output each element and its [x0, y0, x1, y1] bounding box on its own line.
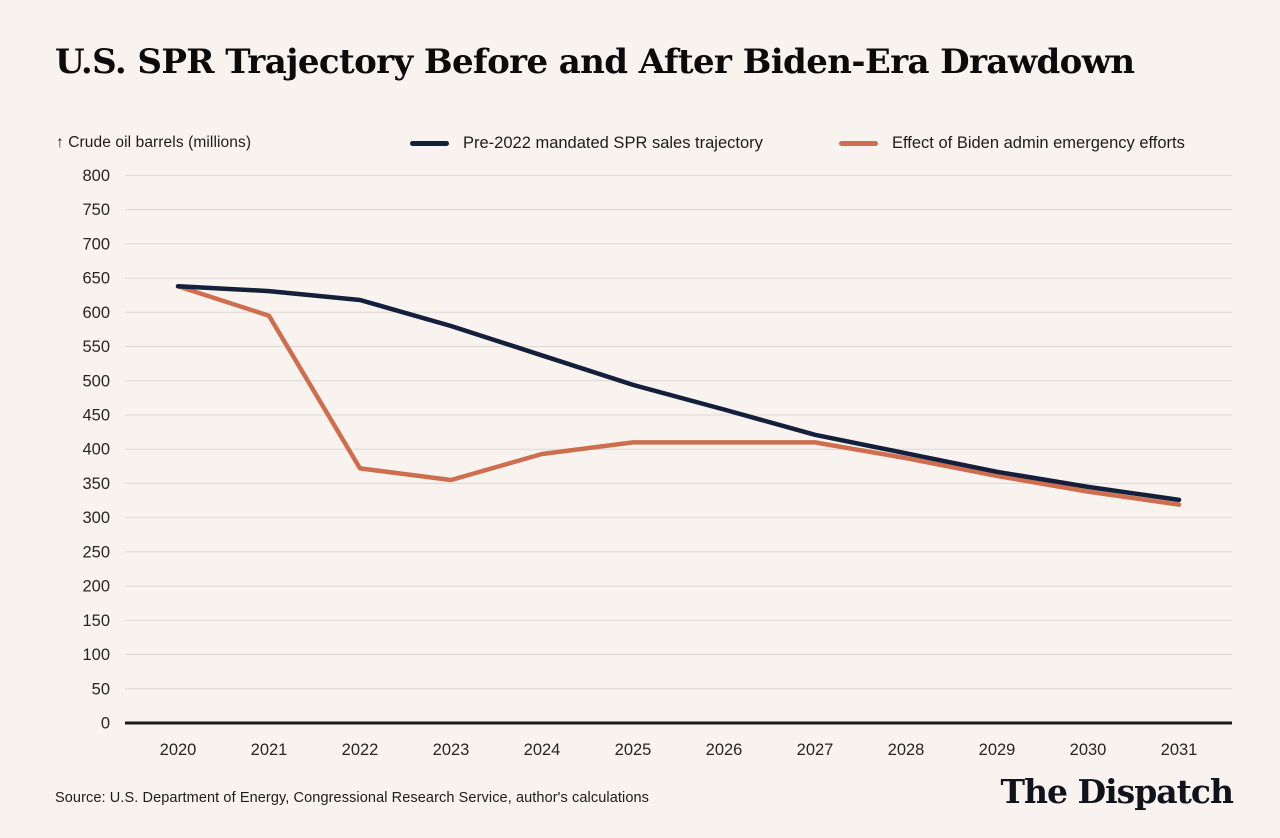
x-tick-label: 2022	[342, 741, 379, 759]
x-tick-label: 2020	[160, 741, 197, 759]
y-tick-label: 700	[82, 235, 110, 253]
y-tick-label: 450	[82, 406, 110, 424]
legend-swatch-orange	[839, 140, 878, 146]
y-tick-label: 500	[82, 372, 110, 390]
y-tick-label: 300	[82, 509, 110, 527]
x-tick-label: 2029	[979, 741, 1016, 759]
x-tick-label: 2026	[706, 741, 743, 759]
series-line-pre2022	[175, 284, 1182, 503]
legend-item-pre2022: Pre-2022 mandated SPR sales trajectory	[410, 132, 763, 154]
legend-label-biden-efforts: Effect of Biden admin emergency efforts	[892, 133, 1185, 152]
y-tick-label: 100	[82, 646, 110, 664]
y-tick-label: 400	[82, 441, 110, 459]
x-tick-label: 2025	[615, 741, 652, 759]
y-tick-label: 200	[82, 578, 110, 596]
x-tick-label: 2024	[524, 741, 561, 759]
y-tick-label: 750	[82, 201, 110, 219]
x-tick-label: 2030	[1070, 741, 1107, 759]
legend-item-biden-efforts: Effect of Biden admin emergency efforts	[839, 132, 1185, 154]
y-tick-label: 650	[82, 270, 110, 288]
dispatch-logo: The Dispatch	[1000, 772, 1234, 811]
y-tick-label: 250	[82, 543, 110, 561]
x-tick-label: 2027	[797, 741, 834, 759]
y-tick-label: 150	[82, 612, 110, 630]
source-note: Source: U.S. Department of Energy, Congr…	[55, 790, 649, 806]
series-line-biden-efforts	[175, 284, 1182, 507]
y-axis-unit-label: ↑ Crude oil barrels (millions)	[56, 134, 252, 151]
y-tick-label: 600	[82, 304, 110, 322]
y-tick-label: 550	[82, 338, 110, 356]
x-tick-label: 2031	[1161, 741, 1198, 759]
y-tick-label: 800	[82, 167, 110, 185]
x-tick-label: 2023	[433, 741, 470, 759]
chart-title: U.S. SPR Trajectory Before and After Bid…	[55, 42, 1135, 82]
x-tick-label: 2021	[251, 741, 288, 759]
legend-label-pre2022: Pre-2022 mandated SPR sales trajectory	[463, 133, 763, 152]
y-tick-label: 350	[82, 475, 110, 493]
y-tick-label: 0	[101, 715, 110, 733]
x-tick-label: 2028	[888, 741, 925, 759]
y-tick-label: 50	[92, 680, 110, 698]
legend-swatch-navy	[410, 140, 449, 146]
